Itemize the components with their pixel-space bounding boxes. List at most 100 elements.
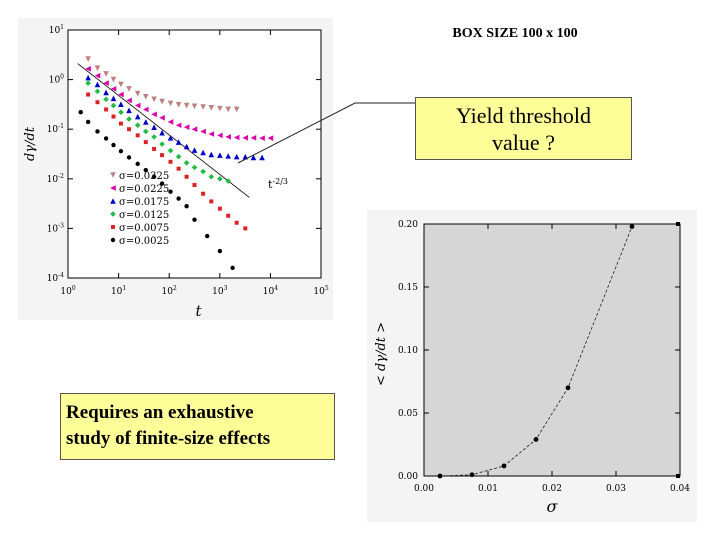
series-group xyxy=(85,56,240,113)
data-point xyxy=(135,133,140,138)
data-point xyxy=(208,105,215,111)
x-tick-label: 0.01 xyxy=(478,484,498,494)
data-point xyxy=(217,105,223,112)
legend-label: σ=0.0325 xyxy=(119,171,169,182)
data-point xyxy=(176,196,181,201)
data-point xyxy=(151,96,157,103)
y-tick-label: 0.05 xyxy=(398,409,418,419)
data-point xyxy=(110,211,116,217)
data-point xyxy=(110,172,116,178)
series-group xyxy=(85,80,232,184)
req-callout-line1: Requires an exhaustive xyxy=(66,402,254,423)
y-tick-label: 0.10 xyxy=(398,346,418,356)
data-point xyxy=(103,89,109,96)
data-point xyxy=(501,463,507,469)
data-point xyxy=(151,111,157,118)
data-point xyxy=(175,139,182,145)
data-point xyxy=(267,135,274,141)
data-point xyxy=(134,90,141,97)
data-point xyxy=(86,92,91,97)
data-point xyxy=(200,168,206,175)
data-point xyxy=(168,159,173,164)
data-point xyxy=(160,153,165,158)
data-point xyxy=(183,143,190,150)
data-point xyxy=(159,181,165,186)
threshold-chart-svg: 0.00 0.01 0.02 0.03 0.04 0.00 0.05 0.10 0.15 0.20… xyxy=(374,220,690,516)
data-point xyxy=(110,237,116,243)
data-point xyxy=(95,129,100,134)
data-point xyxy=(233,153,240,160)
data-point xyxy=(230,265,235,271)
data-point xyxy=(110,185,116,191)
data-point xyxy=(233,134,240,141)
data-point xyxy=(234,220,239,225)
data-point xyxy=(134,102,141,109)
data-point xyxy=(208,151,215,158)
data-point xyxy=(85,119,91,125)
data-point xyxy=(226,213,231,218)
data-point xyxy=(175,153,182,160)
data-point xyxy=(110,198,116,204)
data-point xyxy=(94,65,101,71)
data-point xyxy=(167,135,174,141)
data-point xyxy=(242,135,249,141)
data-point xyxy=(94,81,101,88)
y-tick-label: 0.15 xyxy=(398,283,418,293)
threshold-chart-panel: 0.00 0.01 0.02 0.03 0.04 0.00 0.05 0.10 0.15 0.20… xyxy=(367,210,697,522)
data-point xyxy=(143,106,149,113)
data-point xyxy=(135,161,140,167)
data-point xyxy=(225,178,232,184)
series-group xyxy=(78,110,235,271)
data-point xyxy=(259,135,265,141)
legend-label: σ=0.0175 xyxy=(119,197,169,208)
data-point xyxy=(126,86,132,92)
data-point xyxy=(259,154,265,161)
data-point xyxy=(184,204,189,209)
data-point xyxy=(85,66,91,72)
y-tick-label: 0.00 xyxy=(398,472,418,482)
data-point xyxy=(152,146,157,151)
x-axis-label: t xyxy=(195,302,202,320)
data-point xyxy=(126,116,132,122)
x-tick-label: 101 xyxy=(111,285,126,297)
x-tick-label: 0.04 xyxy=(670,484,690,494)
data-point xyxy=(111,142,116,148)
data-point xyxy=(184,174,189,179)
series-group xyxy=(85,66,274,141)
data-point xyxy=(201,191,206,196)
x-tick-label: 0.00 xyxy=(414,484,434,494)
data-point xyxy=(200,104,206,110)
fit-line xyxy=(439,226,633,477)
data-point xyxy=(217,206,222,211)
data-point xyxy=(175,122,182,129)
data-point xyxy=(143,128,149,135)
data-point xyxy=(533,437,539,442)
data-point xyxy=(143,94,149,100)
data-point xyxy=(217,152,223,158)
x-tick-label: 102 xyxy=(162,285,177,297)
data-point xyxy=(159,98,165,105)
data-point xyxy=(103,136,109,141)
finite-size-callout: Requires an exhaustive study of finite-s… xyxy=(60,393,335,460)
data-point xyxy=(103,96,109,103)
data-point xyxy=(95,100,100,105)
data-point xyxy=(191,126,198,132)
data-point xyxy=(85,56,91,62)
series-group xyxy=(86,92,248,231)
data-point xyxy=(469,472,475,478)
plot-area xyxy=(67,29,322,279)
data-point xyxy=(85,74,91,81)
data-point xyxy=(151,174,157,179)
x-tick-label: 100 xyxy=(60,285,75,297)
y-tick-label: 0.20 xyxy=(398,220,418,230)
y-tick-label: 10-1 xyxy=(47,123,64,135)
data-point xyxy=(151,124,157,130)
plot-area xyxy=(423,223,681,477)
data-point xyxy=(209,199,214,204)
data-point xyxy=(217,132,223,139)
data-point xyxy=(565,385,571,391)
data-point xyxy=(111,225,115,229)
data-point xyxy=(94,72,101,79)
data-point xyxy=(167,147,174,154)
